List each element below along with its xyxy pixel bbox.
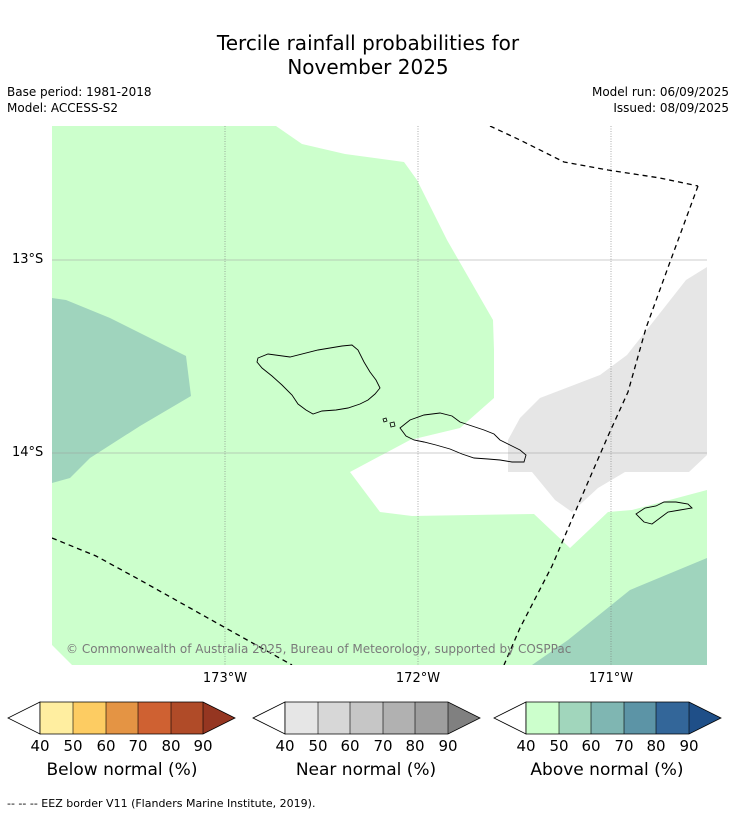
copyright-text: © Commonwealth of Australia 2025, Bureau…	[66, 642, 571, 656]
unshaded-wedge	[52, 645, 72, 665]
chart-title: Tercile rainfall probabilities for Novem…	[0, 31, 736, 79]
colorbar-label-above-normal: Above normal (%)	[530, 760, 684, 780]
colorbar-near-extend-left	[252, 701, 286, 735]
tutuila-coastline	[635, 501, 693, 525]
colorbar-above-box-3	[591, 702, 624, 734]
title-line-2: November 2025	[287, 55, 449, 79]
above-normal-40-region	[52, 126, 707, 665]
above-normal-50-region-southeast	[532, 558, 707, 665]
lat-label-13s: 13°S	[12, 252, 44, 267]
lon-label-173w: 173°W	[202, 671, 248, 686]
colorbar-below-extend-left	[7, 701, 41, 735]
below-tick-90: 90	[193, 737, 213, 755]
colorbar-above-box-2	[559, 702, 591, 734]
eez-footnote: -- -- -- EEZ border V11 (Flanders Marine…	[7, 797, 316, 810]
colorbar-label-near-normal: Near normal (%)	[295, 760, 437, 780]
above-tick-50: 50	[549, 737, 569, 755]
meta-right: Model run: 06/09/2025 Issued: 08/09/2025	[592, 84, 729, 116]
colorbar-near-box-2	[318, 702, 350, 734]
colorbar-below-box-4	[138, 702, 171, 734]
below-tick-80: 80	[161, 737, 181, 755]
colorbar-below-normal	[7, 701, 236, 735]
map-area: © Commonwealth of Australia 2025, Bureau…	[52, 126, 707, 665]
lat-label-14s: 14°S	[12, 445, 44, 460]
near-tick-60: 60	[340, 737, 360, 755]
near-normal-40-region	[508, 267, 707, 512]
colorbar-near-box-4	[383, 702, 415, 734]
colorbar-near-extend-right	[448, 702, 480, 734]
islet-2	[389, 421, 396, 428]
eez-border-southwest	[52, 537, 293, 665]
model-run: Model run: 06/09/2025	[591, 85, 729, 99]
above-normal-50-region-west	[52, 298, 191, 483]
below-tick-60: 60	[96, 737, 116, 755]
above-tick-60: 60	[581, 737, 601, 755]
savaii-coastline	[256, 344, 381, 415]
colorbar-below-box-2	[73, 702, 106, 734]
colorbar-label-below-normal: Below normal (%)	[46, 760, 198, 780]
issued-date: Issued: 08/09/2025	[613, 101, 729, 115]
colorbar-above-box-5	[656, 702, 689, 734]
eez-border-north	[489, 126, 699, 187]
colorbar-below-box-5	[171, 702, 203, 734]
lon-label-172w: 172°W	[395, 671, 441, 686]
colorbar-near-box-3	[350, 702, 383, 734]
above-tick-90: 90	[679, 737, 699, 755]
above-tick-40: 40	[516, 737, 536, 755]
colorbar-below-box-1	[40, 702, 73, 734]
lon-label-171w: 171°W	[588, 671, 634, 686]
colorbar-below-outline	[39, 701, 236, 735]
base-period: Base period: 1981-2018	[7, 85, 152, 99]
colorbar-near-box-5	[415, 702, 448, 734]
colorbar-above-box-1	[526, 702, 559, 734]
near-tick-70: 70	[373, 737, 393, 755]
colorbar-near-outline	[284, 701, 481, 735]
upolu-coastline	[399, 412, 527, 463]
colorbar-below-extend-right	[203, 702, 235, 734]
model-name: Model: ACCESS-S2	[7, 101, 119, 115]
colorbar-near-box-1	[285, 702, 318, 734]
meta-left: Base period: 1981-2018 Model: ACCESS-S2	[7, 84, 152, 116]
eez-border-east	[503, 185, 699, 665]
title-line-1: Tercile rainfall probabilities for	[216, 31, 520, 55]
above-tick-70: 70	[614, 737, 634, 755]
near-tick-80: 80	[405, 737, 425, 755]
near-tick-90: 90	[438, 737, 458, 755]
colorbar-above-extend-right	[689, 702, 721, 734]
above-tick-80: 80	[646, 737, 666, 755]
below-tick-40: 40	[30, 737, 50, 755]
colorbar-above-box-4	[624, 702, 656, 734]
colorbar-above-normal	[493, 701, 722, 735]
colorbar-above-outline	[525, 701, 722, 735]
colorbar-below-box-3	[106, 702, 138, 734]
colorbar-above-extend-left	[493, 701, 527, 735]
near-tick-50: 50	[308, 737, 328, 755]
below-tick-70: 70	[128, 737, 148, 755]
below-tick-50: 50	[63, 737, 83, 755]
near-tick-40: 40	[275, 737, 295, 755]
islet-1	[382, 417, 388, 423]
colorbar-near-normal	[252, 701, 481, 735]
